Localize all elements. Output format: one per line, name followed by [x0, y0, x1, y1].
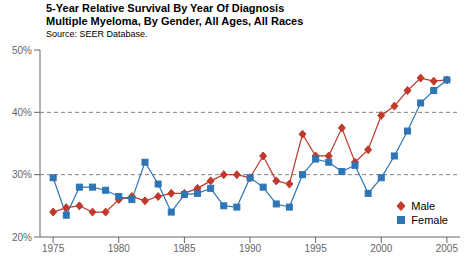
svg-text:1985: 1985: [173, 243, 196, 254]
svg-text:1990: 1990: [239, 243, 262, 254]
svg-text:50%: 50%: [12, 45, 32, 56]
html-text:5-Year Relative Survival By Ye: 5-Year Relative Survival By Year Of Diag…: [46, 2, 285, 14]
html-text:Multiple Myeloma, By Gender, A: Multiple Myeloma, By Gender, All Ages, A…: [46, 15, 304, 27]
svg-text:2005: 2005: [436, 243, 459, 254]
svg-text:1980: 1980: [108, 243, 131, 254]
svg-text:30%: 30%: [12, 169, 32, 180]
html-text:Male: Male: [411, 200, 436, 212]
svg-text:1975: 1975: [42, 243, 65, 254]
html-text:Female: Female: [411, 214, 448, 226]
svg-text:20%: 20%: [12, 232, 32, 243]
svg-text:40%: 40%: [12, 107, 32, 118]
svg-text:1995: 1995: [305, 243, 328, 254]
html-text:Source: SEER Database.: Source: SEER Database.: [46, 29, 148, 39]
svg-text:2000: 2000: [370, 243, 393, 254]
